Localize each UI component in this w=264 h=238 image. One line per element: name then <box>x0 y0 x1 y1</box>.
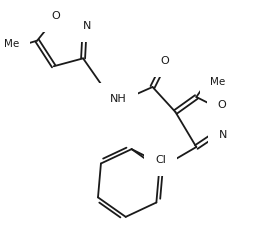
Text: NH: NH <box>110 94 127 104</box>
Text: O: O <box>218 100 227 110</box>
Text: N: N <box>219 130 227 140</box>
Text: Cl: Cl <box>155 155 166 165</box>
Text: O: O <box>51 11 60 21</box>
Text: O: O <box>160 56 169 66</box>
Text: Me: Me <box>4 39 19 49</box>
Text: Me: Me <box>210 77 225 87</box>
Text: N: N <box>82 21 91 31</box>
